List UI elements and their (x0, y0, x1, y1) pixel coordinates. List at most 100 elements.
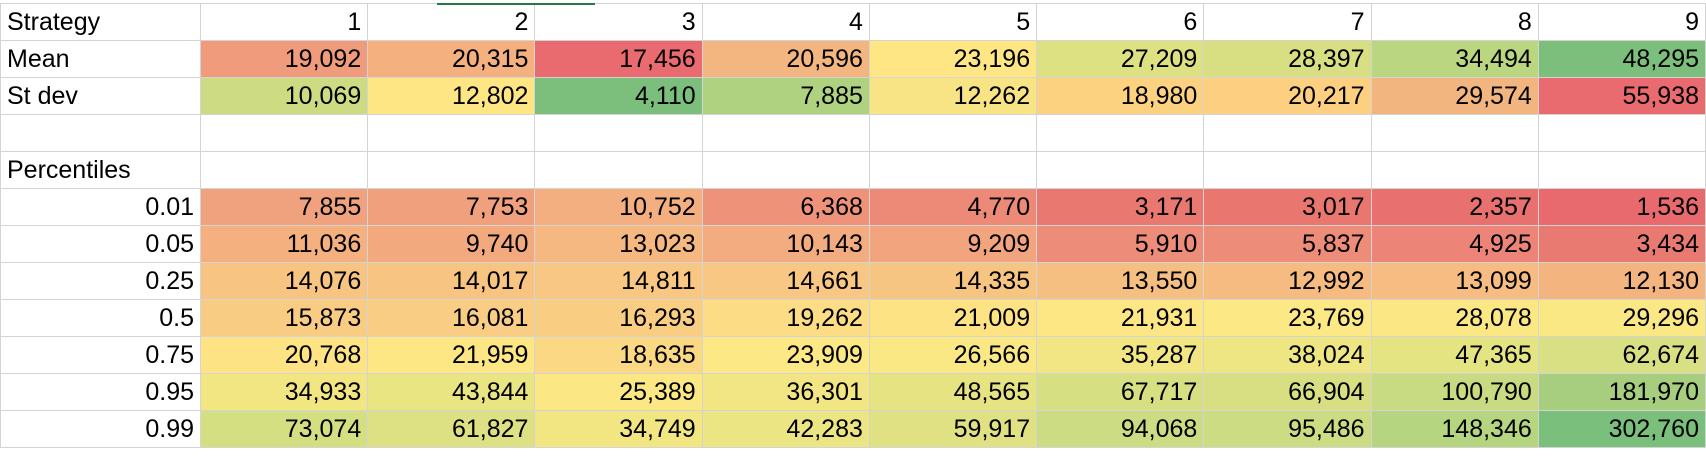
header-strategy-cell[interactable]: 7 (1203, 3, 1372, 41)
value-cell[interactable]: 27,209 (1036, 40, 1205, 78)
value-cell[interactable]: 12,130 (1537, 262, 1706, 300)
value-cell[interactable]: 4,110 (534, 77, 703, 115)
header-label-cell[interactable]: Strategy (0, 3, 202, 41)
value-cell[interactable]: 21,959 (367, 336, 536, 374)
value-cell[interactable]: 6,368 (701, 188, 870, 226)
value-cell[interactable]: 14,335 (868, 262, 1038, 300)
empty-cell[interactable] (367, 114, 536, 152)
value-cell[interactable]: 19,092 (200, 40, 369, 78)
percentile-label-cell[interactable]: 0.25 (0, 262, 202, 300)
value-cell[interactable]: 18,635 (534, 336, 703, 374)
value-cell[interactable]: 94,068 (1036, 410, 1205, 448)
value-cell[interactable]: 28,397 (1203, 40, 1372, 78)
value-cell[interactable]: 26,566 (868, 336, 1038, 374)
empty-cell[interactable] (1537, 114, 1706, 152)
value-cell[interactable]: 19,262 (701, 299, 870, 337)
value-cell[interactable]: 302,760 (1537, 410, 1706, 448)
value-cell[interactable]: 1,536 (1537, 188, 1706, 226)
value-cell[interactable]: 3,434 (1537, 225, 1706, 263)
value-cell[interactable]: 181,970 (1537, 373, 1706, 411)
value-cell[interactable]: 21,931 (1036, 299, 1205, 337)
value-cell[interactable]: 67,717 (1036, 373, 1205, 411)
value-cell[interactable]: 55,938 (1537, 77, 1706, 115)
value-cell[interactable]: 38,024 (1203, 336, 1372, 374)
value-cell[interactable]: 7,753 (367, 188, 536, 226)
percentile-label-cell[interactable]: 0.75 (0, 336, 202, 374)
value-cell[interactable]: 29,296 (1537, 299, 1706, 337)
empty-cell[interactable] (1203, 114, 1372, 152)
empty-cell[interactable] (1203, 151, 1372, 189)
value-cell[interactable]: 13,099 (1370, 262, 1539, 300)
value-cell[interactable]: 10,143 (701, 225, 870, 263)
empty-cell[interactable] (1537, 151, 1706, 189)
value-cell[interactable]: 12,802 (367, 77, 536, 115)
value-cell[interactable]: 34,933 (200, 373, 369, 411)
value-cell[interactable]: 13,550 (1036, 262, 1205, 300)
value-cell[interactable]: 14,076 (200, 262, 369, 300)
value-cell[interactable]: 36,301 (701, 373, 870, 411)
header-strategy-cell[interactable]: 8 (1370, 3, 1539, 41)
value-cell[interactable]: 100,790 (1370, 373, 1539, 411)
value-cell[interactable]: 11,036 (200, 225, 369, 263)
empty-cell[interactable] (534, 114, 703, 152)
value-cell[interactable]: 16,081 (367, 299, 536, 337)
value-cell[interactable]: 148,346 (1370, 410, 1539, 448)
value-cell[interactable]: 23,909 (701, 336, 870, 374)
value-cell[interactable]: 23,196 (868, 40, 1038, 78)
row-label-cell[interactable]: Mean (0, 40, 202, 78)
value-cell[interactable]: 59,917 (868, 410, 1038, 448)
empty-cell[interactable] (701, 151, 870, 189)
value-cell[interactable]: 61,827 (367, 410, 536, 448)
empty-cell[interactable] (1370, 114, 1539, 152)
value-cell[interactable]: 15,873 (200, 299, 369, 337)
value-cell[interactable]: 9,209 (868, 225, 1038, 263)
value-cell[interactable]: 7,855 (200, 188, 369, 226)
row-label-cell[interactable]: St dev (0, 77, 202, 115)
value-cell[interactable]: 12,992 (1203, 262, 1372, 300)
value-cell[interactable]: 62,674 (1537, 336, 1706, 374)
value-cell[interactable]: 95,486 (1203, 410, 1372, 448)
empty-cell[interactable] (0, 114, 202, 152)
value-cell[interactable]: 48,565 (868, 373, 1038, 411)
value-cell[interactable]: 5,910 (1036, 225, 1205, 263)
value-cell[interactable]: 47,365 (1370, 336, 1539, 374)
value-cell[interactable]: 73,074 (200, 410, 369, 448)
value-cell[interactable]: 14,811 (534, 262, 703, 300)
empty-cell[interactable] (367, 151, 536, 189)
empty-cell[interactable] (868, 151, 1038, 189)
value-cell[interactable]: 18,980 (1036, 77, 1205, 115)
percentile-label-cell[interactable]: 0.95 (0, 373, 202, 411)
value-cell[interactable]: 2,357 (1370, 188, 1539, 226)
value-cell[interactable]: 66,904 (1203, 373, 1372, 411)
value-cell[interactable]: 48,295 (1537, 40, 1706, 78)
percentile-label-cell[interactable]: 0.05 (0, 225, 202, 263)
percentiles-label-cell[interactable]: Percentiles (0, 151, 202, 189)
value-cell[interactable]: 12,262 (868, 77, 1038, 115)
value-cell[interactable]: 29,574 (1370, 77, 1539, 115)
header-strategy-cell[interactable]: 3 (534, 3, 703, 41)
header-strategy-cell[interactable]: 6 (1036, 3, 1205, 41)
empty-cell[interactable] (534, 151, 703, 189)
empty-cell[interactable] (701, 114, 870, 152)
empty-cell[interactable] (1036, 114, 1205, 152)
value-cell[interactable]: 9,740 (367, 225, 536, 263)
empty-cell[interactable] (868, 114, 1038, 152)
value-cell[interactable]: 23,769 (1203, 299, 1372, 337)
value-cell[interactable]: 7,885 (701, 77, 870, 115)
empty-cell[interactable] (1370, 151, 1539, 189)
empty-cell[interactable] (1036, 151, 1205, 189)
value-cell[interactable]: 17,456 (534, 40, 703, 78)
value-cell[interactable]: 20,315 (367, 40, 536, 78)
header-strategy-cell[interactable]: 2 (367, 3, 536, 41)
value-cell[interactable]: 3,017 (1203, 188, 1372, 226)
value-cell[interactable]: 28,078 (1370, 299, 1539, 337)
percentile-label-cell[interactable]: 0.01 (0, 188, 202, 226)
value-cell[interactable]: 42,283 (701, 410, 870, 448)
header-strategy-cell[interactable]: 4 (701, 3, 870, 41)
value-cell[interactable]: 20,217 (1203, 77, 1372, 115)
value-cell[interactable]: 20,768 (200, 336, 369, 374)
value-cell[interactable]: 10,069 (200, 77, 369, 115)
value-cell[interactable]: 4,770 (868, 188, 1038, 226)
value-cell[interactable]: 21,009 (868, 299, 1038, 337)
percentile-label-cell[interactable]: 0.5 (0, 299, 202, 337)
